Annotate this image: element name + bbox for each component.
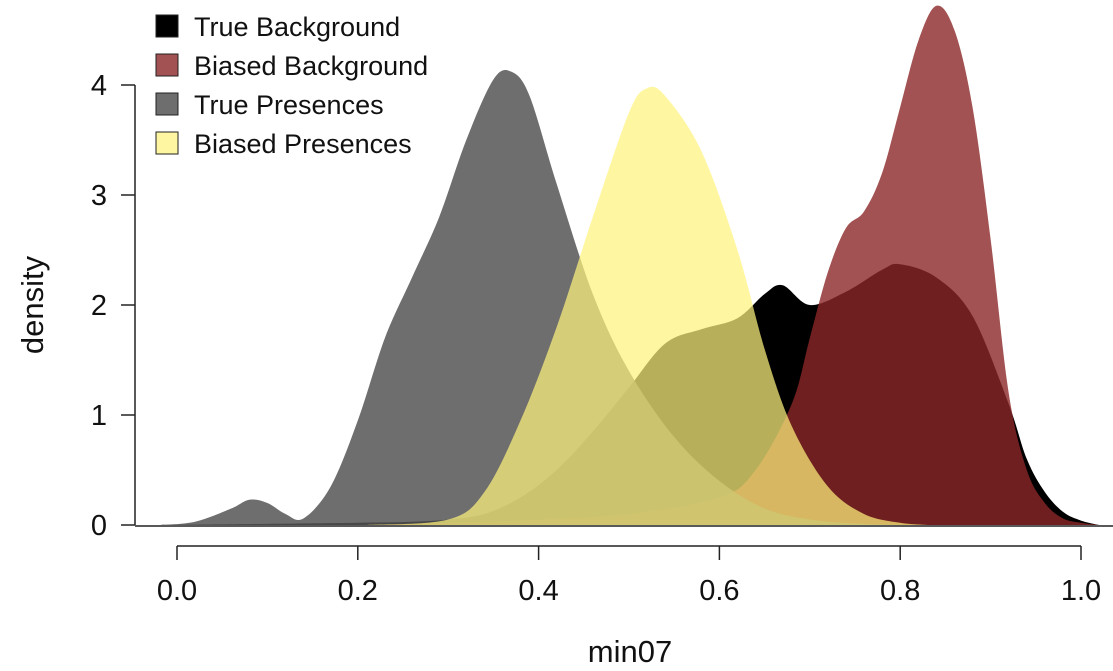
density-area-biased-background	[357, 5, 1100, 525]
legend-swatch-biased-presences	[155, 131, 179, 155]
series-layer	[135, 5, 1113, 527]
x-tick-label: 0.2	[338, 575, 378, 607]
legend: True Background Biased Background True Pre…	[155, 12, 428, 159]
legend-label-biased-presences: Biased Presences	[194, 129, 412, 159]
x-tick-label: 0.4	[518, 575, 558, 607]
legend-swatch-biased-background	[155, 53, 179, 77]
density-area-true-presences	[158, 70, 928, 526]
x-tick-label: 0.0	[157, 575, 197, 607]
legend-swatch-true-background	[155, 14, 179, 38]
x-tick-label: 0.6	[699, 575, 739, 607]
y-tick-label: 1	[91, 400, 107, 432]
legend-label-true-background: True Background	[194, 12, 400, 42]
x-axis-title: min07	[588, 634, 672, 669]
legend-label-true-presences: True Presences	[194, 90, 384, 120]
y-tick-label: 3	[91, 180, 107, 212]
x-tick-label: 1.0	[1061, 575, 1101, 607]
x-tick-label: 0.8	[880, 575, 920, 607]
axis-layer: 0.0 0.2 0.4 0.6 0.8 1.0 0 1 2 3 4	[91, 70, 1101, 607]
y-tick-label: 2	[91, 290, 107, 322]
y-tick-label: 0	[91, 510, 107, 542]
density-area-biased-presences	[366, 86, 928, 525]
legend-swatch-true-presences	[155, 92, 179, 116]
y-tick-label: 4	[91, 70, 107, 102]
legend-label-biased-background: Biased Background	[194, 51, 428, 81]
y-axis-title: density	[15, 255, 50, 354]
